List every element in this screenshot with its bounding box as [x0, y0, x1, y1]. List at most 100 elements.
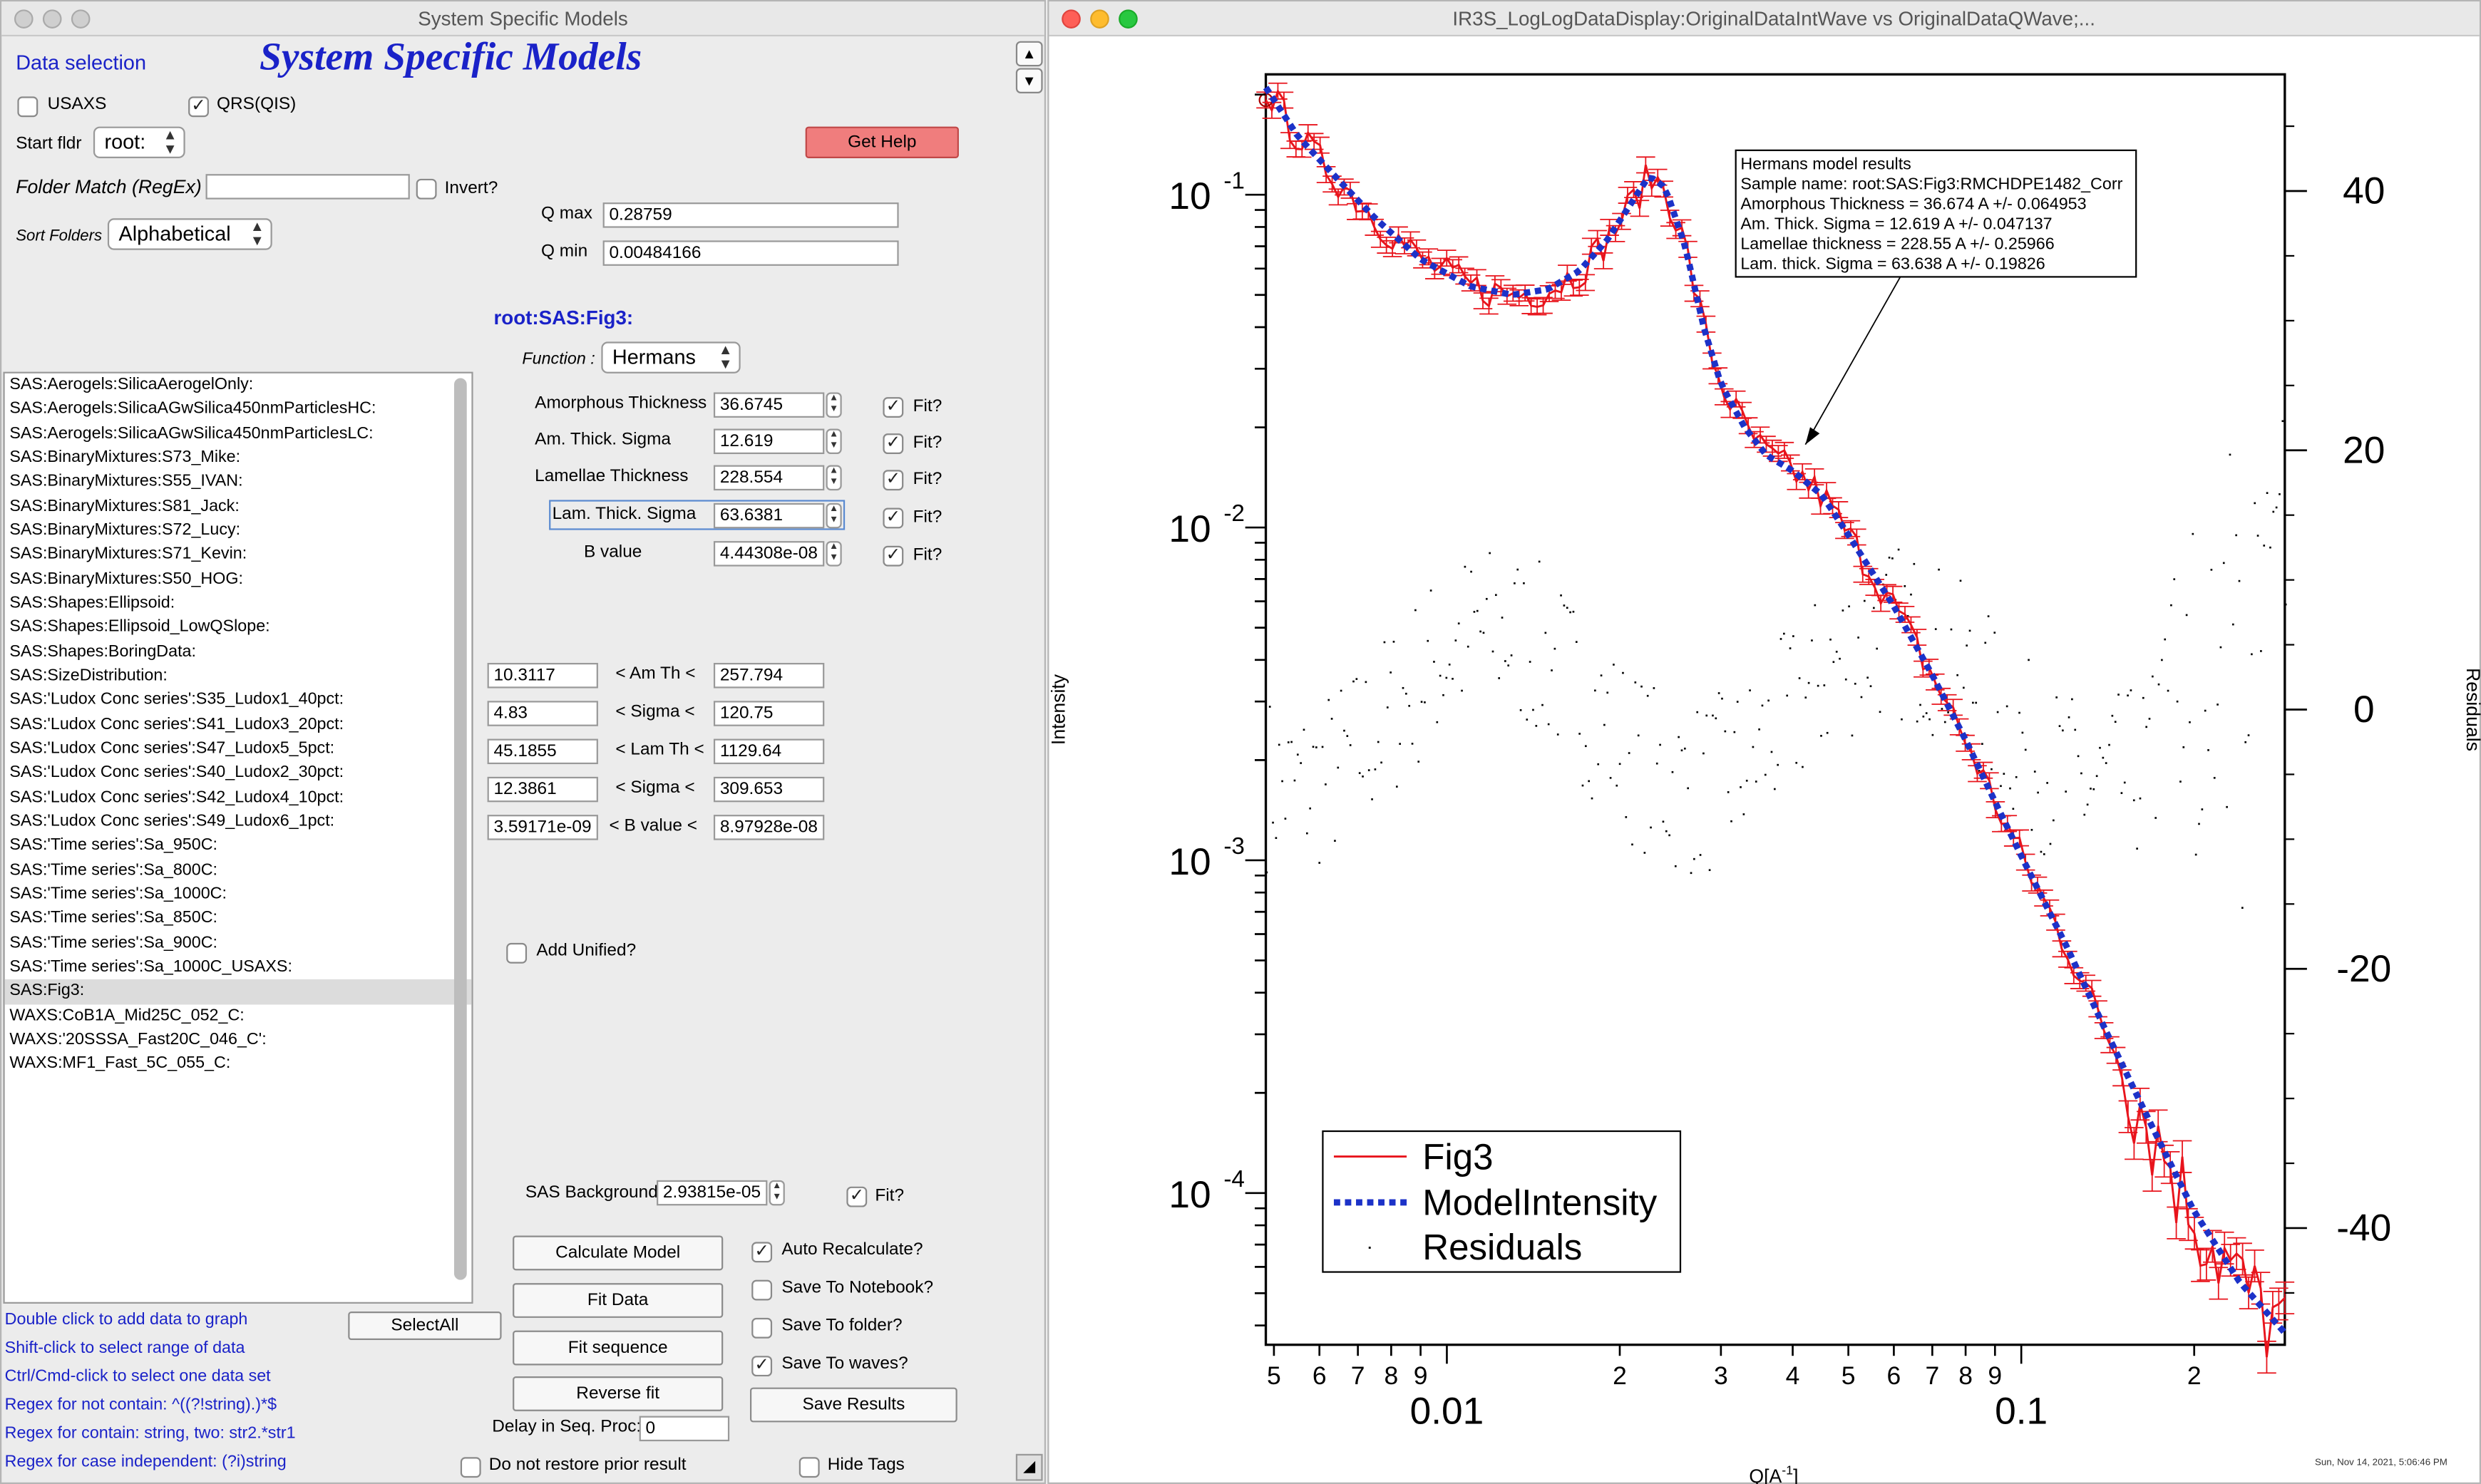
- dataset-list-item[interactable]: SAS:'Ludox Conc series':S40_Ludox2_30pct…: [9, 763, 344, 783]
- dataset-list-item[interactable]: SAS:Fig3:: [4, 979, 472, 1004]
- sas-background-stepper[interactable]: ▲ ▼: [769, 1180, 785, 1206]
- hide-tags-checkbox[interactable]: [798, 1457, 820, 1478]
- dataset-list-item[interactable]: SAS:BinaryMixtures:S73_Mike:: [9, 448, 241, 467]
- dataset-list-scrollbar[interactable]: [453, 378, 467, 1280]
- dataset-list-item[interactable]: SAS:'Ludox Conc series':S42_Ludox4_10pct…: [9, 787, 344, 807]
- zoom-button[interactable]: [1119, 9, 1138, 29]
- limit-low-input[interactable]: 12.3861: [487, 776, 598, 803]
- fit-sequence-button[interactable]: Fit sequence: [513, 1330, 724, 1366]
- qmax-input[interactable]: 0.28759: [602, 202, 899, 228]
- close-button[interactable]: [1062, 9, 1081, 29]
- dataset-list-item[interactable]: SAS:Aerogels:SilicaAGwSilica450nmParticl…: [9, 423, 374, 443]
- save-results-button[interactable]: Save Results: [749, 1387, 957, 1423]
- folder-match-input[interactable]: [205, 174, 410, 200]
- delay-input[interactable]: 0: [639, 1416, 730, 1442]
- save-notebook-checkbox[interactable]: [751, 1279, 773, 1301]
- close-button[interactable]: [14, 9, 34, 29]
- param-label: Am. Thick. Sigma: [535, 430, 672, 450]
- auto-recalculate-checkbox[interactable]: ✓: [751, 1242, 773, 1263]
- param-fit-checkbox[interactable]: ✓: [883, 470, 904, 491]
- minimize-button[interactable]: [42, 9, 62, 29]
- dataset-list-item[interactable]: SAS:'Ludox Conc series':S41_Ludox3_20pct…: [9, 714, 344, 733]
- sort-folders-select[interactable]: Alphabetical ▲ ▼: [107, 218, 272, 250]
- param-fit-checkbox[interactable]: ✓: [883, 433, 904, 455]
- dataset-list-item[interactable]: WAXS:CoB1A_Mid25C_052_C:: [9, 1005, 245, 1025]
- param-stepper[interactable]: ▲ ▼: [826, 428, 842, 455]
- dataset-list-item[interactable]: WAXS:MF1_Fast_5C_055_C:: [9, 1053, 231, 1073]
- param-input[interactable]: 36.6745: [713, 392, 825, 418]
- limit-low-input[interactable]: 10.3117: [487, 663, 598, 689]
- dataset-list-item[interactable]: SAS:'Time series':Sa_1000C_USAXS:: [9, 957, 292, 977]
- residual-point: [1674, 865, 1677, 867]
- start-folder-select[interactable]: root: ▲ ▼: [93, 126, 185, 158]
- reverse-fit-button[interactable]: Reverse fit: [513, 1376, 724, 1411]
- residual-point: [1740, 786, 1742, 788]
- limit-high-input[interactable]: 8.97928e-08: [713, 815, 825, 840]
- dataset-list-item[interactable]: SAS:'Time series':Sa_950C:: [9, 835, 218, 855]
- save-folder-checkbox[interactable]: [751, 1317, 773, 1339]
- param-fit-checkbox[interactable]: ✓: [883, 507, 904, 529]
- dataset-list-item[interactable]: SAS:BinaryMixtures:S71_Kevin:: [9, 545, 247, 564]
- qmin-input[interactable]: 0.00484166: [602, 240, 899, 266]
- dataset-list-item[interactable]: SAS:BinaryMixtures:S55_IVAN:: [9, 472, 243, 491]
- qrs-checkbox[interactable]: ✓: [188, 96, 209, 118]
- scroll-up-button[interactable]: ▲: [1015, 41, 1043, 67]
- residual-point: [1343, 729, 1345, 732]
- param-stepper[interactable]: ▲ ▼: [826, 465, 842, 491]
- limit-low-input[interactable]: 45.1855: [487, 738, 598, 765]
- param-input[interactable]: 12.619: [713, 428, 825, 455]
- residual-point: [1653, 687, 1655, 689]
- param-stepper[interactable]: ▲ ▼: [826, 503, 842, 529]
- dataset-list-item[interactable]: SAS:'Time series':Sa_900C:: [9, 932, 218, 952]
- dataset-list-item[interactable]: SAS:Shapes:Ellipsoid_LowQSlope:: [9, 617, 270, 637]
- param-input[interactable]: 228.554: [713, 465, 825, 491]
- limit-high-input[interactable]: 309.653: [713, 776, 825, 803]
- invert-checkbox[interactable]: [416, 178, 437, 200]
- residual-point: [2235, 534, 2237, 537]
- select-all-button[interactable]: SelectAll: [348, 1312, 502, 1341]
- resize-grip-icon[interactable]: ◢: [1015, 1453, 1043, 1481]
- dataset-list-item[interactable]: SAS:Aerogels:SilicaAGwSilica450nmParticl…: [9, 399, 376, 418]
- sas-background-fit-checkbox[interactable]: ✓: [846, 1186, 868, 1207]
- save-waves-checkbox[interactable]: ✓: [751, 1356, 773, 1377]
- calculate-model-button[interactable]: Calculate Model: [513, 1235, 724, 1271]
- limit-low-input[interactable]: 3.59171e-09: [487, 815, 598, 840]
- function-select[interactable]: Hermans ▲ ▼: [601, 341, 741, 373]
- fit-data-button[interactable]: Fit Data: [513, 1283, 724, 1318]
- dataset-list-item[interactable]: SAS:BinaryMixtures:S50_HOG:: [9, 569, 243, 588]
- dataset-list-item[interactable]: SAS:'Ludox Conc series':S35_Ludox1_40pct…: [9, 690, 344, 709]
- param-stepper[interactable]: ▲ ▼: [826, 541, 842, 567]
- dataset-list-item[interactable]: SAS:'Time series':Sa_1000C:: [9, 884, 227, 904]
- dataset-list[interactable]: SAS:Aerogels:SilicaAerogelOnly: SAS:Aerog…: [3, 371, 473, 1304]
- dataset-list-item[interactable]: SAS:'Time series':Sa_850C:: [9, 908, 218, 928]
- param-input[interactable]: 4.44308e-08: [713, 541, 825, 567]
- dataset-list-item[interactable]: SAS:Shapes:Ellipsoid:: [9, 593, 175, 612]
- scroll-down-button[interactable]: ▼: [1015, 68, 1043, 93]
- legend-label: Fig3: [1422, 1136, 1493, 1177]
- limit-high-input[interactable]: 1129.64: [713, 738, 825, 765]
- dataset-list-item[interactable]: SAS:'Ludox Conc series':S47_Ludox5_5pct:: [9, 738, 335, 758]
- dataset-list-item[interactable]: SAS:'Time series':Sa_800C:: [9, 860, 218, 880]
- zoom-button[interactable]: [71, 9, 91, 29]
- get-help-button[interactable]: Get Help: [805, 126, 959, 158]
- param-input[interactable]: 63.6381: [713, 503, 825, 529]
- limit-high-input[interactable]: 257.794: [713, 663, 825, 689]
- minimize-button[interactable]: [1090, 9, 1109, 29]
- add-unified-checkbox[interactable]: [506, 942, 528, 964]
- dataset-list-item[interactable]: SAS:BinaryMixtures:S72_Lucy:: [9, 520, 241, 540]
- limit-low-input[interactable]: 4.83: [487, 701, 598, 726]
- dataset-list-item[interactable]: SAS:SizeDistribution:: [9, 666, 168, 685]
- no-restore-checkbox[interactable]: [460, 1457, 481, 1478]
- dataset-list-item[interactable]: SAS:BinaryMixtures:S81_Jack:: [9, 496, 240, 515]
- param-fit-checkbox[interactable]: ✓: [883, 545, 904, 567]
- param-fit-checkbox[interactable]: ✓: [883, 397, 904, 418]
- dataset-list-item[interactable]: WAXS:'20SSSA_Fast20C_046_C':: [9, 1029, 267, 1049]
- dataset-list-item[interactable]: SAS:Shapes:BoringData:: [9, 641, 196, 661]
- sas-background-input[interactable]: 2.93815e-05: [657, 1180, 768, 1206]
- dataset-list-item[interactable]: SAS:'Ludox Conc series':S49_Ludox6_1pct:: [9, 811, 335, 831]
- dataset-list-item[interactable]: SAS:Aerogels:SilicaAerogelOnly:: [9, 375, 254, 394]
- usaxs-checkbox[interactable]: [17, 96, 38, 118]
- param-stepper[interactable]: ▲ ▼: [826, 392, 842, 418]
- limit-high-input[interactable]: 120.75: [713, 701, 825, 726]
